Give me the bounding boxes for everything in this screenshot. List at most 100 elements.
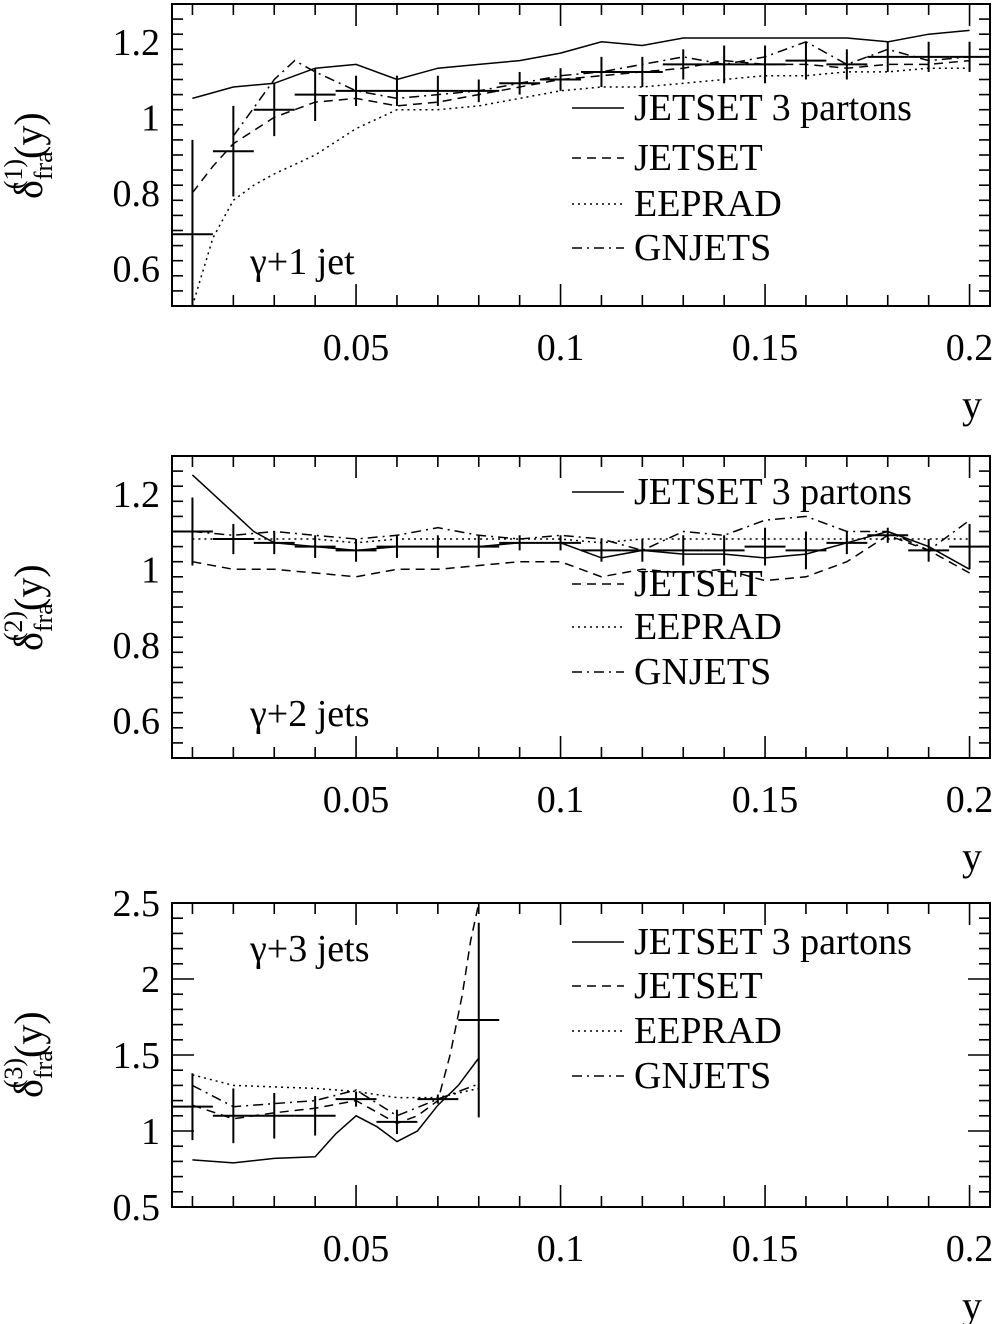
data-point xyxy=(785,531,827,570)
legend-label: JETSET xyxy=(634,137,763,179)
legend-entry: JETSET 3 partons xyxy=(572,921,912,963)
data-point xyxy=(458,535,500,558)
y-axis-label: δfra(2)(y) xyxy=(0,564,58,651)
panel-annotation: γ+2 jets xyxy=(249,693,370,735)
data-point xyxy=(703,535,745,566)
data-point xyxy=(581,56,622,88)
data-point xyxy=(540,68,581,91)
data-points xyxy=(172,497,990,570)
legend-entry: JETSET xyxy=(572,965,763,1007)
legend-entry: GNJETS xyxy=(572,651,771,693)
y-tick-label: 1.2 xyxy=(113,22,161,64)
data-point xyxy=(294,68,336,122)
x-tick-label: 0.2 xyxy=(946,327,994,369)
data-point xyxy=(908,41,950,72)
data-point xyxy=(376,75,418,106)
data-point xyxy=(417,535,459,558)
y-tick-label: 1 xyxy=(141,97,160,139)
legend-label: JETSET xyxy=(634,563,763,605)
data-point xyxy=(744,527,786,566)
series-line-dashdot xyxy=(232,40,970,137)
data-point xyxy=(744,45,786,84)
data-point xyxy=(703,45,745,84)
data-point xyxy=(376,1109,418,1135)
y-axis-label: δfra(3)(y) xyxy=(0,1011,58,1098)
y-tick-label: 2.5 xyxy=(113,883,161,925)
data-point xyxy=(499,535,541,551)
data-point xyxy=(949,41,990,72)
panel-annotation: γ+1 jet xyxy=(249,241,355,283)
x-tick-label: 0.2 xyxy=(946,779,994,821)
legend-label: GNJETS xyxy=(634,227,771,269)
y-tick-label: 1.2 xyxy=(113,474,161,516)
data-point xyxy=(172,497,213,566)
x-tick-label: 0.15 xyxy=(732,327,799,369)
x-tick-label: 0.05 xyxy=(323,327,390,369)
series-line-dashdot xyxy=(192,515,971,552)
data-point xyxy=(335,1091,377,1107)
chart-panel-1: 0.05 0.1 0.15 0.2 0.6 0.8 1 1.2 δfra(1)(y) y γ+1 j… xyxy=(0,3,994,427)
series-line-dashdot xyxy=(192,1083,480,1117)
legend-entry: EEPRAD xyxy=(572,1010,782,1052)
data-point xyxy=(621,56,663,88)
data-point xyxy=(253,83,295,137)
y-tick-label: 0.8 xyxy=(113,625,161,667)
legend-entry: JETSET xyxy=(572,137,763,179)
data-point xyxy=(294,1096,336,1136)
y-tick-label: 0.5 xyxy=(113,1187,161,1229)
data-point xyxy=(253,531,295,555)
legend-label: EEPRAD xyxy=(634,606,782,648)
data-point xyxy=(785,41,827,80)
series-group xyxy=(192,903,480,1164)
data-point xyxy=(908,539,950,562)
y-tick-label: 1 xyxy=(141,1111,160,1153)
data-point xyxy=(212,523,254,555)
panel-annotation: γ+3 jets xyxy=(249,928,370,970)
data-point xyxy=(376,535,418,558)
data-point xyxy=(867,527,909,543)
legend-entry: GNJETS xyxy=(572,227,771,269)
data-point xyxy=(826,49,868,80)
data-point xyxy=(417,75,459,106)
series-line-dashed xyxy=(191,59,970,194)
x-tick-label: 0.05 xyxy=(323,779,390,821)
x-tick-label: 0.1 xyxy=(537,779,585,821)
x-tick-label: 0.15 xyxy=(732,1228,799,1270)
data-points xyxy=(172,922,500,1144)
x-tick-label: 0.1 xyxy=(537,1228,585,1270)
x-tick-label: 0.05 xyxy=(323,1228,390,1270)
data-point xyxy=(212,105,254,197)
y-axis-label: δfra(1)(y) xyxy=(0,112,58,199)
series-line-solid xyxy=(192,1057,480,1164)
data-point xyxy=(662,49,704,80)
data-point xyxy=(826,531,868,555)
legend-entry: EEPRAD xyxy=(572,606,782,648)
series-line-dotted xyxy=(192,538,970,544)
legend-label: JETSET xyxy=(634,965,763,1007)
y-axis-label-text: δfra(2)(y) xyxy=(0,564,58,651)
y-tick-label: 1 xyxy=(141,549,160,591)
x-axis-label: y xyxy=(962,1283,982,1324)
legend-entry: GNJETS xyxy=(572,1055,771,1097)
data-point xyxy=(499,71,541,95)
data-point xyxy=(581,539,622,562)
x-tick-label: 0.15 xyxy=(732,779,799,821)
legend-entry: EEPRAD xyxy=(572,183,782,225)
series-line-solid xyxy=(192,29,970,100)
series-line-dashed xyxy=(192,903,480,1125)
series-line-dashed xyxy=(192,534,970,582)
legend-label: JETSET 3 partons xyxy=(634,87,912,129)
legend-label: JETSET 3 partons xyxy=(634,471,912,513)
data-point xyxy=(867,41,909,72)
data-point xyxy=(172,1073,213,1141)
legend-label: GNJETS xyxy=(634,651,771,693)
y-tick-label: 1.5 xyxy=(113,1035,161,1077)
chart-panel-3: 0.05 0.1 0.15 0.2 0.5 1 1.5 2 2.5 δfra(3)(y) y γ+3 … xyxy=(0,883,993,1324)
y-tick-label: 0.8 xyxy=(113,173,161,215)
y-axis-label-text: δfra(1)(y) xyxy=(0,112,58,199)
y-tick-label: 0.6 xyxy=(113,248,161,290)
data-point xyxy=(662,535,704,566)
data-point xyxy=(212,1088,254,1144)
series-group xyxy=(191,29,970,306)
legend-entry: JETSET 3 partons xyxy=(572,87,912,129)
